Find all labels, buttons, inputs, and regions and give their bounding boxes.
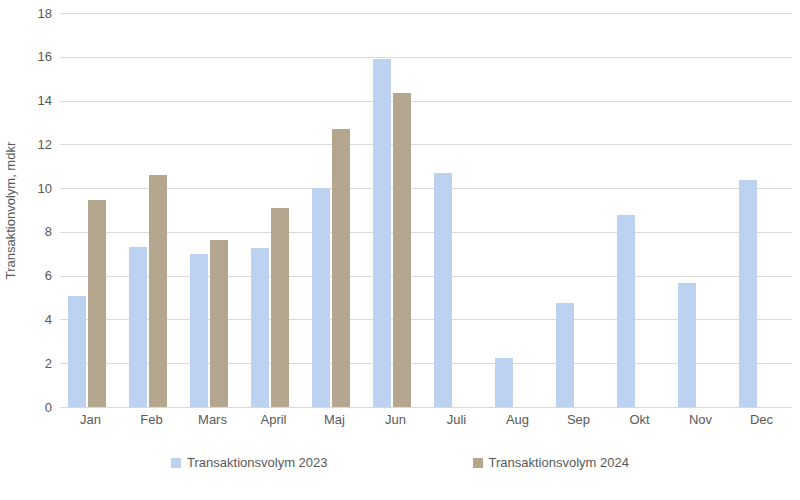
bar-2024-april (271, 208, 289, 407)
x-tick-label-jun: Jun (366, 412, 426, 427)
gridline-y-0 (60, 407, 792, 408)
bar-2024-feb (149, 175, 167, 407)
gridline-y-6 (60, 276, 792, 277)
bar-2023-maj (312, 188, 330, 407)
legend-label-2024: Transaktionsvolym 2024 (489, 455, 629, 470)
bar-2023-april (251, 248, 269, 407)
gridline-y-14 (60, 101, 792, 102)
bar-2023-sep (556, 303, 574, 407)
bar-2023-aug (495, 358, 513, 407)
gridline-y-8 (60, 232, 792, 233)
x-tick-label-aug: Aug (488, 412, 548, 427)
bar-2023-mars (190, 254, 208, 407)
x-tick-label-jan: Jan (61, 412, 121, 427)
x-tick-label-april: April (244, 412, 304, 427)
bar-chart: Transaktionvolym, mdkr 024681012141618 J… (0, 0, 800, 500)
gridline-y-12 (60, 144, 792, 145)
bar-2023-juli (434, 173, 452, 407)
y-tick-label-12: 12 (12, 138, 52, 151)
y-tick-label-10: 10 (12, 182, 52, 195)
x-tick-label-mars: Mars (183, 412, 243, 427)
legend-item-2023: Transaktionsvolym 2023 (171, 455, 327, 470)
bar-2023-dec (739, 180, 757, 407)
y-tick-label-14: 14 (12, 94, 52, 107)
bar-2023-jun (373, 59, 391, 407)
legend-item-2024: Transaktionsvolym 2024 (473, 455, 629, 470)
x-tick-label-dec: Dec (732, 412, 792, 427)
gridline-y-16 (60, 57, 792, 58)
bar-2023-okt (617, 215, 635, 407)
x-tick-label-okt: Okt (610, 412, 670, 427)
legend-label-2023: Transaktionsvolym 2023 (187, 455, 327, 470)
bar-2024-jun (393, 93, 411, 407)
x-tick-label-juli: Juli (427, 412, 487, 427)
bar-2024-maj (332, 129, 350, 407)
bar-2023-jan (68, 296, 86, 407)
y-tick-label-16: 16 (12, 50, 52, 63)
chart-legend: Transaktionsvolym 2023 Transaktionsvolym… (0, 455, 800, 470)
legend-swatch-2024 (473, 458, 483, 468)
y-tick-label-0: 0 (12, 401, 52, 414)
y-tick-label-6: 6 (12, 269, 52, 282)
plot-area (60, 13, 792, 407)
bar-2024-mars (210, 240, 228, 407)
y-tick-label-4: 4 (12, 313, 52, 326)
x-tick-label-maj: Maj (305, 412, 365, 427)
x-tick-label-feb: Feb (122, 412, 182, 427)
legend-swatch-2023 (171, 458, 181, 468)
x-tick-label-nov: Nov (671, 412, 731, 427)
bar-2023-nov (678, 283, 696, 407)
y-tick-label-8: 8 (12, 225, 52, 238)
bar-2024-jan (88, 200, 106, 407)
y-tick-label-2: 2 (12, 357, 52, 370)
y-tick-label-18: 18 (12, 7, 52, 20)
bar-2023-feb (129, 247, 147, 407)
x-tick-label-sep: Sep (549, 412, 609, 427)
gridline-y-18 (60, 13, 792, 14)
gridline-y-10 (60, 188, 792, 189)
